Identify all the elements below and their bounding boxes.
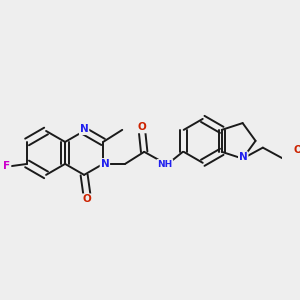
Text: N: N <box>100 159 109 169</box>
Text: N: N <box>80 124 88 134</box>
Text: O: O <box>293 145 300 155</box>
Text: NH: NH <box>157 160 172 169</box>
Text: O: O <box>83 194 92 204</box>
Text: N: N <box>239 152 248 162</box>
Text: F: F <box>3 161 10 171</box>
Text: O: O <box>138 122 146 133</box>
